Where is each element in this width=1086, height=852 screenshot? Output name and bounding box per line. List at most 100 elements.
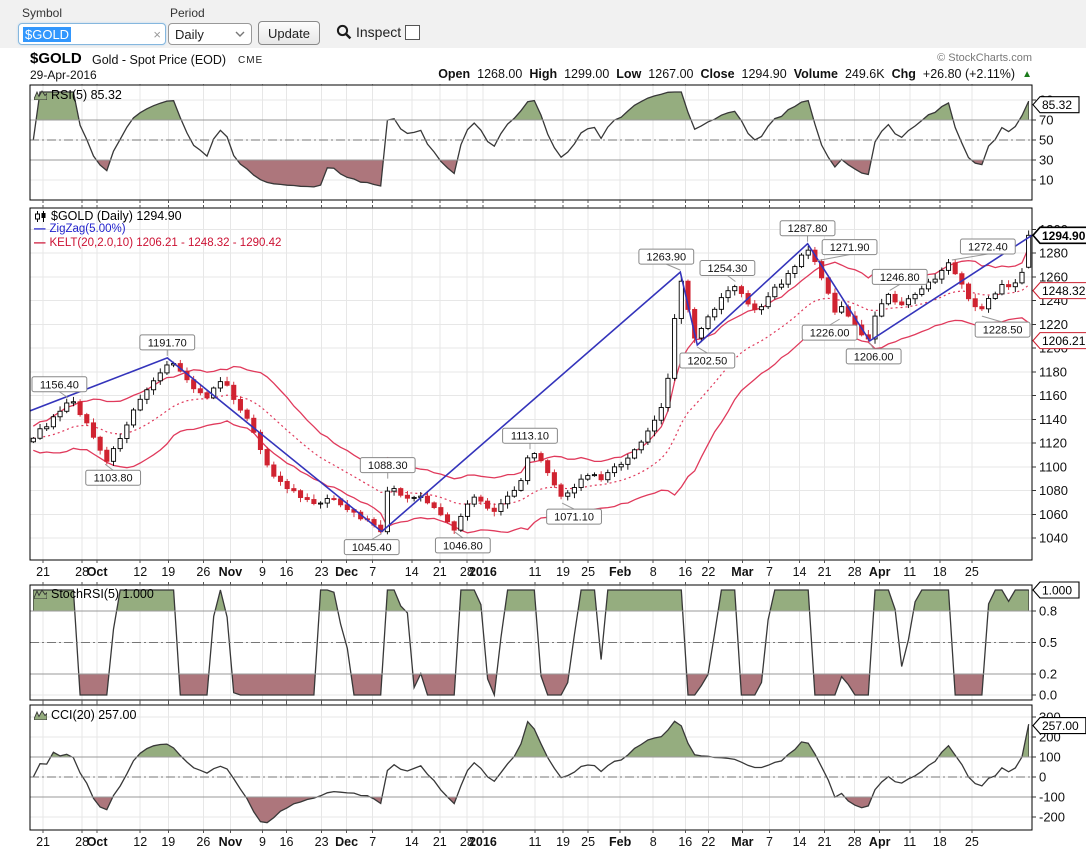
low-value: 1267.00 (648, 67, 694, 81)
price-annotation: 1071.10 (546, 502, 602, 525)
svg-text:14: 14 (793, 565, 807, 579)
svg-text:50: 50 (1039, 133, 1053, 148)
svg-text:Nov: Nov (219, 835, 243, 849)
svg-text:9: 9 (259, 835, 266, 849)
svg-text:22: 22 (701, 565, 715, 579)
svg-text:257.00: 257.00 (1042, 719, 1079, 733)
price-annotation: 1103.80 (85, 463, 142, 486)
svg-text:85.32: 85.32 (1042, 98, 1072, 112)
svg-text:Oct: Oct (87, 565, 109, 579)
rsi-legend: RSI(5) 85.32 (34, 88, 122, 102)
stochrsi-panel: 0.8 0.5 0.2 0.0 1.000 (29, 581, 1080, 703)
svg-text:22: 22 (701, 835, 715, 849)
svg-text:1045.40: 1045.40 (352, 542, 392, 554)
close-value: 1294.90 (741, 67, 787, 81)
inspect-label: Inspect (356, 24, 402, 40)
keltner-legend-label: KELT(20,2.0,10) 1206.21 - 1248.32 - 1290… (49, 237, 282, 249)
svg-text:30: 30 (1039, 153, 1053, 168)
svg-text:1272.40: 1272.40 (968, 242, 1008, 254)
cci-legend: CCI(20) 257.00 (34, 708, 136, 722)
period-select[interactable]: Daily (168, 23, 252, 45)
price-annotation: 1246.80 (871, 268, 928, 291)
svg-text:Nov: Nov (219, 565, 243, 579)
svg-text:16: 16 (678, 835, 692, 849)
svg-text:11: 11 (903, 565, 916, 579)
svg-text:23: 23 (315, 835, 329, 849)
price-annotation: 1287.80 (779, 220, 836, 242)
symbol-input[interactable]: $GOLD × (18, 23, 166, 45)
svg-text:21: 21 (818, 565, 832, 579)
svg-text:70: 70 (1039, 113, 1053, 128)
svg-text:1113.10: 1113.10 (511, 431, 549, 443)
svg-text:1202.50: 1202.50 (687, 356, 727, 368)
svg-text:1280: 1280 (1039, 246, 1068, 261)
svg-text:18: 18 (933, 565, 947, 579)
price-annotation: 1088.30 (359, 457, 416, 479)
price-annotation: 1272.40 (951, 238, 1016, 261)
svg-text:0.8: 0.8 (1039, 604, 1057, 619)
svg-text:1140: 1140 (1039, 412, 1067, 427)
svg-text:14: 14 (793, 835, 807, 849)
svg-text:7: 7 (369, 835, 376, 849)
svg-text:100: 100 (1039, 750, 1061, 765)
zigzag-legend: — ZigZag(5.00%) (34, 223, 126, 235)
svg-text:1206.00: 1206.00 (854, 351, 894, 363)
svg-text:1080: 1080 (1039, 483, 1068, 498)
chg-label: Chg (891, 67, 916, 81)
price-legend-label: $GOLD (Daily) 1294.90 (51, 209, 182, 223)
open-label: Open (438, 67, 471, 81)
cci-legend-label: CCI(20) 257.00 (51, 708, 137, 722)
chevron-down-icon (235, 31, 245, 37)
price-annotation: 1263.90 (638, 248, 695, 271)
chart-area: $GOLD Gold - Spot Price (EOD) CME © Stoc… (0, 48, 1086, 852)
candlestick-icon (35, 210, 46, 222)
rsi-panel: 907050301085.32 (29, 84, 1080, 203)
svg-text:23: 23 (315, 565, 329, 579)
svg-text:0: 0 (1039, 770, 1046, 785)
svg-text:Dec: Dec (335, 835, 358, 849)
price-annotation: 1045.40 (343, 533, 400, 556)
svg-text:25: 25 (965, 565, 979, 579)
svg-text:28: 28 (75, 565, 89, 579)
svg-text:Mar: Mar (731, 835, 753, 849)
svg-text:1226.00: 1226.00 (810, 328, 850, 340)
open-value: 1268.00 (477, 67, 523, 81)
svg-text:Mar: Mar (731, 565, 753, 579)
svg-text:28: 28 (460, 835, 474, 849)
chart-date: 29-Apr-2016 (30, 68, 97, 82)
inspect-checkbox[interactable] (405, 24, 421, 40)
svg-text:1206.21: 1206.21 (1042, 334, 1086, 348)
svg-text:1248.32: 1248.32 (1042, 284, 1086, 298)
svg-text:1220: 1220 (1039, 317, 1068, 332)
svg-text:1228.50: 1228.50 (983, 325, 1023, 337)
svg-text:1287.80: 1287.80 (788, 223, 828, 235)
svg-text:1156.40: 1156.40 (40, 379, 79, 391)
svg-text:-200: -200 (1039, 810, 1065, 825)
svg-text:26: 26 (196, 565, 210, 579)
copyright: © StockCharts.com (937, 52, 1032, 64)
zigzag-swatch: — (34, 223, 46, 235)
zigzag-legend-label: ZigZag(5.00%) (49, 223, 126, 235)
clear-input-icon[interactable]: × (153, 26, 161, 42)
close-label: Close (700, 67, 735, 81)
svg-text:21: 21 (36, 835, 50, 849)
inspect-control: Inspect (336, 24, 421, 40)
svg-text:2016: 2016 (469, 835, 497, 849)
svg-text:1254.30: 1254.30 (708, 263, 748, 275)
svg-text:7: 7 (766, 835, 773, 849)
chg-value: +26.80 (+2.11%) (922, 67, 1016, 81)
svg-text:21: 21 (433, 565, 447, 579)
svg-text:25: 25 (581, 835, 595, 849)
keltner-legend: — KELT(20,2.0,10) 1206.21 - 1248.32 - 12… (34, 237, 281, 249)
svg-text:16: 16 (280, 565, 294, 579)
svg-text:1120: 1120 (1039, 436, 1067, 451)
chart-title-symbol: $GOLD (30, 50, 82, 67)
update-button[interactable]: Update (258, 21, 320, 45)
svg-text:0.0: 0.0 (1039, 688, 1057, 703)
price-panel: 1156.40 1103.80 1191.70 1045.40 1088.30 1046.… (29, 205, 1086, 563)
area-indicator-icon (34, 710, 47, 720)
svg-text:28: 28 (460, 565, 474, 579)
svg-text:11: 11 (529, 565, 542, 579)
svg-text:16: 16 (678, 565, 692, 579)
